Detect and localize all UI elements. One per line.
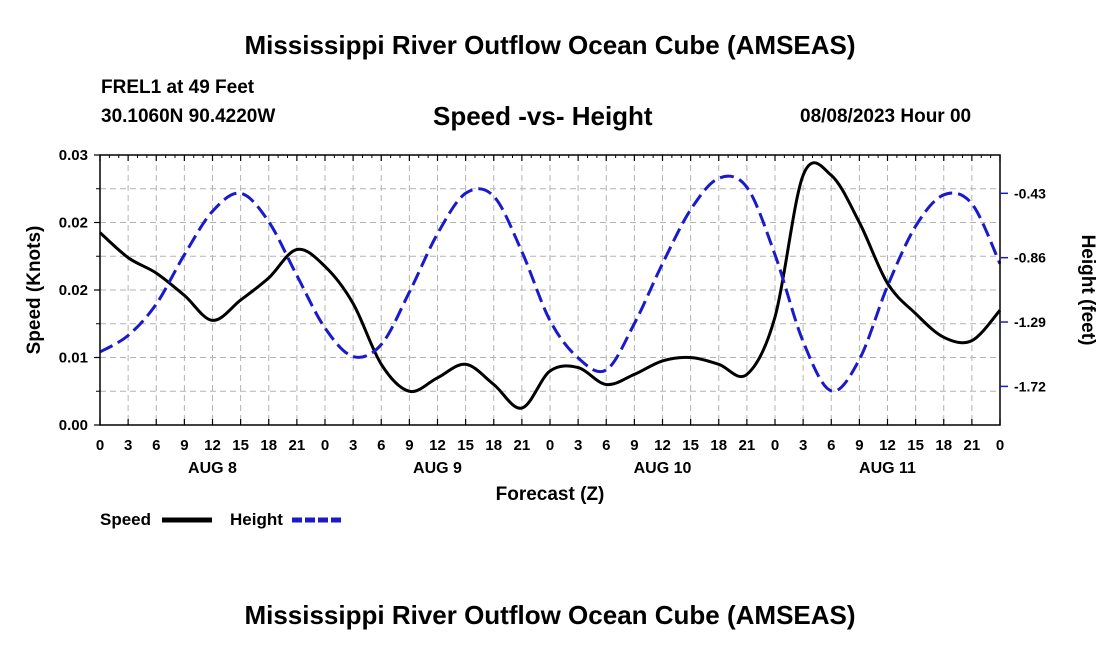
x-tick-label: 9 [855, 437, 863, 454]
x-tick-label: 15 [682, 437, 699, 454]
left-tick-label: 0.03 [59, 147, 88, 164]
right-axis-title: Height (feet) [1077, 235, 1098, 346]
x-tick-label: 9 [180, 437, 188, 454]
day-label: AUG 11 [859, 460, 916, 477]
legend-height-label: Height [230, 510, 283, 529]
x-tick-label: 12 [654, 437, 671, 454]
speed-vs-height-chart: 0 3 6 9 12 15 18 21 0 3 6 9 12 15 18 21 0 3 6 9 12 15 18 21 0 3 6 9… [24, 147, 1098, 529]
x-tick-label: 15 [907, 437, 924, 454]
x-tick-label: 6 [377, 437, 385, 454]
x-tick-label: 3 [349, 437, 357, 454]
x-tick-label: 3 [574, 437, 582, 454]
x-tick-label: 9 [630, 437, 638, 454]
x-tick-label: 21 [289, 437, 306, 454]
left-tick-label: 0.01 [59, 350, 88, 367]
right-tick-label: -0.43 [1014, 185, 1046, 201]
x-tick-label: 3 [124, 437, 132, 454]
day-label: AUG 8 [188, 460, 237, 477]
station-label: FREL1 at 49 Feet [101, 77, 255, 98]
left-axis-title: Speed (Knots) [24, 226, 45, 355]
x-tick-label: 18 [935, 437, 952, 454]
axes: 0 3 6 9 12 15 18 21 0 3 6 9 12 15 18 21 0 3 6 9 12 15 18 21 0 3 6 9… [59, 147, 1046, 477]
x-tick-label: 6 [602, 437, 610, 454]
data-series [98, 161, 1002, 410]
height-series-line [99, 174, 1002, 393]
x-tick-label: 18 [260, 437, 277, 454]
x-tick-label: 18 [485, 437, 502, 454]
x-tick-label: 12 [204, 437, 221, 454]
day-label: AUG 10 [634, 460, 692, 477]
x-tick-label: 15 [457, 437, 474, 454]
right-tick-label: -1.29 [1014, 314, 1046, 330]
x-tick-label: 21 [964, 437, 981, 454]
grid-lines [100, 155, 1000, 425]
x-tick-label: 15 [232, 437, 249, 454]
chart-title: Speed -vs- Height [433, 101, 653, 131]
x-tick-label: 6 [152, 437, 160, 454]
legend: Speed Height [100, 510, 342, 529]
x-tick-label: 0 [771, 437, 779, 454]
right-tick-label: -0.86 [1014, 250, 1046, 266]
bottom-title: Mississippi River Outflow Ocean Cube (AM… [244, 600, 856, 630]
x-tick-label: 0 [996, 437, 1004, 454]
x-tick-label: 18 [710, 437, 727, 454]
x-tick-label: 12 [879, 437, 896, 454]
x-tick-label: 21 [514, 437, 531, 454]
x-tick-label: 0 [546, 437, 554, 454]
x-tick-label: 6 [827, 437, 835, 454]
forecast-datetime: 08/08/2023 Hour 00 [800, 106, 972, 127]
legend-speed-label: Speed [100, 510, 151, 529]
x-axis-title: Forecast (Z) [496, 484, 605, 505]
station-coordinates: 30.1060N 90.4220W [101, 106, 276, 127]
speed-series-line [98, 161, 1002, 410]
x-tick-label: 21 [739, 437, 756, 454]
left-tick-label: 0.00 [59, 417, 88, 434]
left-tick-label: 0.02 [59, 215, 88, 232]
x-tick-label: 0 [321, 437, 329, 454]
right-tick-label: -1.72 [1014, 378, 1046, 394]
day-label: AUG 9 [413, 460, 462, 477]
x-tick-label: 0 [96, 437, 104, 454]
main-title: Mississippi River Outflow Ocean Cube (AM… [244, 30, 856, 60]
x-tick-label: 12 [429, 437, 446, 454]
left-tick-label: 0.02 [59, 282, 88, 299]
x-tick-label: 9 [405, 437, 413, 454]
x-tick-label: 3 [799, 437, 807, 454]
